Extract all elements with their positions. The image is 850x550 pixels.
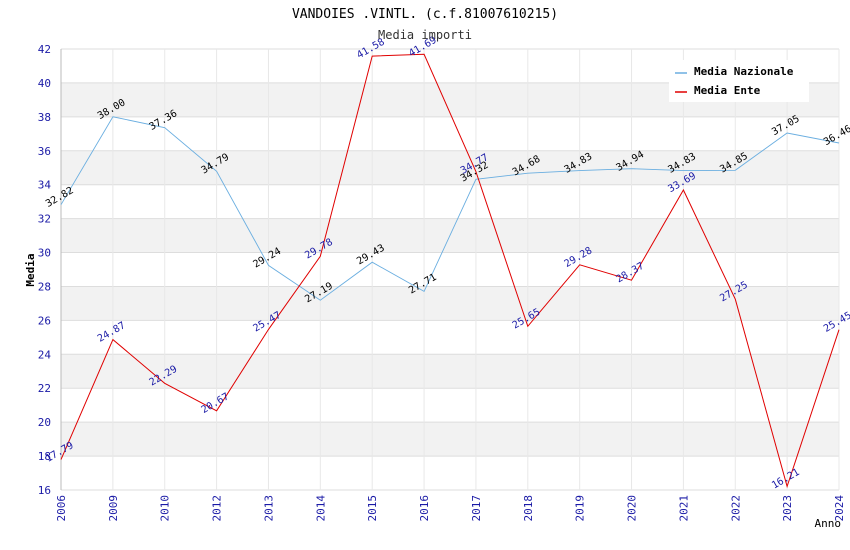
series-line-ente [60, 53, 840, 489]
x-tick-label: 2010 [159, 495, 172, 522]
y-tick-label: 30 [38, 247, 51, 260]
y-tick-label: 42 [38, 43, 51, 56]
x-tick-label: 2009 [107, 495, 120, 522]
y-tick-label: 34 [38, 179, 52, 192]
x-tick-label: 2018 [522, 495, 535, 522]
x-tick-label: 2024 [833, 495, 846, 522]
grid-band [61, 150, 839, 185]
data-label-ente: 16.21 [770, 467, 802, 492]
chart-subtitle: Media importi [378, 28, 472, 42]
grid-lines [60, 48, 840, 491]
legend-label-nazionale: Media Nazionale [694, 65, 794, 78]
data-label-nazionale: 36.46 [822, 124, 850, 149]
y-tick-label: 24 [38, 348, 52, 361]
series-lines [60, 53, 840, 489]
legend-label-ente: Media Ente [694, 84, 761, 97]
y-tick-label: 20 [38, 416, 51, 429]
y-tick-label: 16 [38, 484, 51, 497]
legend: Media Nazionale Media Ente [669, 60, 809, 102]
series-line-nazionale [60, 116, 840, 301]
grid-band [61, 354, 839, 389]
y-tick-label: 22 [38, 382, 51, 395]
legend-box [669, 60, 809, 102]
y-tick-label: 40 [38, 77, 51, 90]
x-tick-label: 2023 [781, 495, 794, 522]
y-tick-label: 38 [38, 111, 51, 124]
x-axis-label: Anno [815, 517, 842, 530]
x-tick-label: 2006 [55, 495, 68, 522]
x-tick-label: 2017 [470, 495, 483, 522]
data-label-ente: 24.87 [96, 320, 128, 345]
x-tick-label: 2020 [626, 495, 639, 522]
x-tick-label: 2019 [574, 495, 587, 522]
data-label-ente: 28.37 [614, 261, 646, 286]
y-tick-label: 36 [38, 145, 51, 158]
x-tick-label: 2016 [418, 495, 431, 522]
y-axis-ticks: 16 18 20 22 24 26 28 30 32 34 36 38 40 42 [38, 43, 52, 497]
y-tick-label: 26 [38, 314, 51, 327]
y-tick-label: 28 [38, 280, 51, 293]
data-label-ente: 20.67 [200, 391, 232, 416]
y-tick-label: 18 [38, 450, 51, 463]
chart-title: VANDOIES .VINTL. (c.f.81007610215) [292, 7, 558, 22]
x-tick-label: 2012 [211, 495, 224, 522]
x-tick-label: 2022 [729, 495, 742, 522]
x-axis-ticks: 2006 2009 2010 2012 2013 2014 2015 2016 2017 2018… [55, 495, 846, 522]
x-tick-label: 2015 [366, 495, 379, 522]
y-axis-label: Media [24, 253, 37, 286]
y-tick-label: 32 [38, 213, 51, 226]
x-tick-label: 2014 [314, 495, 327, 522]
grid-band [61, 286, 839, 321]
x-tick-label: 2013 [262, 495, 275, 522]
grid-band [61, 422, 839, 457]
x-tick-label: 2021 [677, 495, 690, 522]
